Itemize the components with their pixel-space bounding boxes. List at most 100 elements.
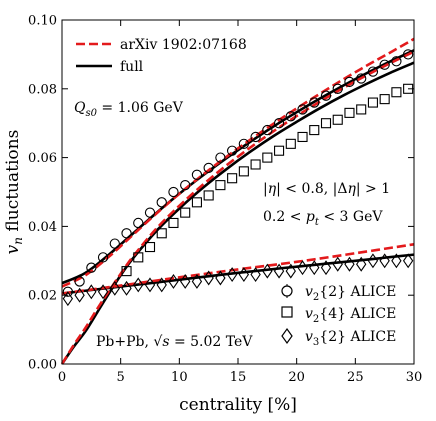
data-point-diamond [250,267,261,283]
data-point-diamond [62,291,74,307]
top-legend: arXiv 1902:07168 full [76,37,247,75]
data-point-diamond [97,284,109,300]
data-point-square [403,83,414,94]
data-point-circle [379,59,390,70]
data-point-diamond [356,256,367,272]
data-point-diamond [144,277,156,293]
data-point-circle [180,179,191,191]
x-tick-label: 30 [406,370,423,385]
data-point-diamond [391,253,402,269]
data-point-circle [309,97,320,108]
data-point-circle [109,238,120,249]
data-point-diamond [226,267,238,283]
data-point-diamond [320,260,332,276]
data-point-circle [121,228,132,239]
data-point-square [320,118,332,129]
data-point-square [133,252,144,263]
data-point-circle [297,104,308,115]
data-point-square [297,131,308,143]
data-point-circle [273,118,285,129]
series-line [60,61,415,365]
tick-labels: 0 5 10 15 20 25 30 0.00 0.02 0.04 0.06 0.08 0.10 [28,14,422,386]
data-point-circle [74,276,85,287]
data-point-square [203,190,214,201]
data-point-square [309,125,320,136]
data-point-diamond [109,280,120,296]
data-point-square [180,207,191,218]
data-point-diamond [86,284,97,300]
data-point-circle [344,76,355,88]
data-point-diamond [203,270,214,286]
data-point-square [144,241,156,253]
data-point-square [191,197,202,208]
series-line [61,243,415,295]
y-tick-label: 0.00 [28,358,57,373]
data-point-circle [215,152,226,163]
data-point-square [391,87,402,98]
annotation-qs: Qs0 = 1.06 GeV [74,100,184,119]
data-point-square [227,173,238,184]
data-point-circle [226,145,238,156]
x-tick-label: 15 [230,370,247,385]
y-tick-label: 0.06 [28,151,57,166]
data-point-circle [332,83,343,94]
plot-frame [61,19,415,365]
annotation-eta: |η| < 0.8, |Δη| > 1 [263,181,390,197]
data-point-circle [320,90,332,101]
bottom-legend: v2{2} ALICE v2{4} ALICE v3{2} ALICE [281,284,396,348]
data-point-circle [262,124,273,136]
legend-label-arxiv: arXiv 1902:07168 [120,37,247,53]
legend-circle-marker [281,284,293,298]
data-point-diamond [344,256,355,272]
x-tick-label: 20 [288,370,305,385]
data-point-square [356,104,367,115]
data-point-square [285,138,296,149]
data-point-circle [191,169,203,180]
annotation-system: Pb+Pb, √s = 5.02 TeV [96,334,253,350]
data-point-circle [156,197,167,208]
data-point-circle [203,162,214,174]
series-line [60,50,415,365]
data-point-circle [285,111,296,122]
data-point-diamond [367,253,379,269]
x-tick-label: 5 [117,370,125,385]
y-tick-label: 0.02 [28,289,57,304]
data-point-diamond [273,263,285,279]
x-tick-label: 10 [171,370,188,385]
data-point-diamond [121,280,132,296]
data-point-square [215,180,226,191]
data-point-diamond [332,256,343,272]
data-point-circle [250,131,261,143]
data-point-circle [133,217,144,229]
annotation-pt: 0.2 < pt < 3 GeV [263,209,383,228]
data-point-square [168,217,179,229]
data-point-circle [97,252,109,263]
data-point-square [274,145,285,156]
data-point-diamond [285,263,296,279]
series-line [61,37,415,288]
data-point-diamond [133,277,144,293]
legend-label-v22: v2{2} ALICE [305,284,396,303]
legend-diamond-marker [281,327,293,345]
data-point-diamond [309,260,320,276]
data-point-square [238,166,249,177]
data-point-circle [238,138,250,149]
data-point-diamond [180,273,191,289]
data-point-circle [402,49,414,60]
data-point-square [379,94,390,105]
data-point-diamond [168,273,179,289]
data-point-square [332,114,343,125]
y-tick-label: 0.10 [28,14,57,29]
data-point-diamond [215,270,226,286]
data-point-diamond [191,273,203,289]
data-point-circle [391,56,402,67]
data-point-square [121,266,132,277]
data-point-diamond [238,267,250,283]
data-point-diamond [379,253,390,269]
legend-square-marker [281,306,293,318]
x-tick-label: 25 [347,370,364,385]
data-point-square [344,107,355,118]
data-point-diamond [262,263,273,279]
data-markers [62,49,414,307]
